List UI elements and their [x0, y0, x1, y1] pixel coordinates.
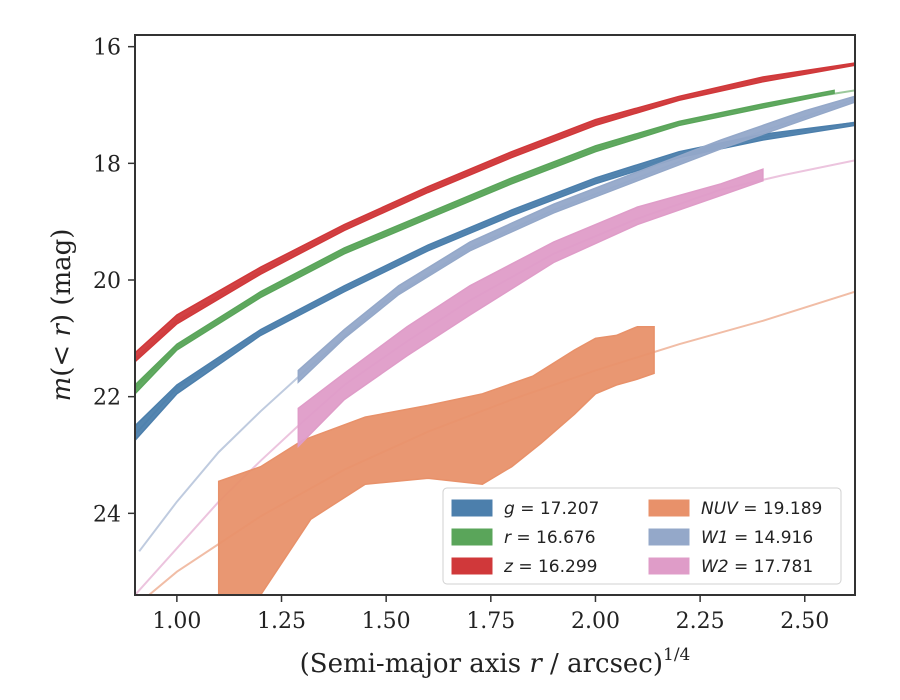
legend-swatch-nuv	[648, 499, 690, 517]
plot-frame	[134, 34, 856, 596]
x-axis-ticks: 1.00 1.25 1.50 1.75 2.00 2.25 2.50	[152, 595, 829, 634]
y-tick-label: 20	[93, 269, 121, 294]
series-nuv-band	[217, 325, 655, 595]
y-axis-ticks: 16 18 20 22 24	[93, 36, 135, 527]
legend-label-z: z = 16.299	[503, 557, 597, 577]
legend-swatch-g	[451, 499, 493, 517]
legend-label-w2: W2 = 17.781	[701, 557, 813, 577]
x-tick-label: 1.50	[362, 609, 411, 634]
x-tick-label: 2.50	[780, 609, 829, 634]
legend-swatch-w1	[648, 528, 690, 546]
legend-label-r: r = 16.676	[504, 528, 596, 548]
x-tick-label: 2.00	[571, 609, 620, 634]
series-r-band	[135, 89, 835, 395]
y-tick-label: 16	[93, 36, 121, 61]
y-tick-label: 18	[93, 152, 121, 177]
legend-swatch-z	[451, 557, 493, 575]
series-z-band	[135, 62, 855, 363]
x-axis-label: (Semi-major axis r / arcsec)1/4	[300, 645, 691, 679]
legend-label-nuv: NUV = 19.189	[701, 499, 822, 519]
series-w2-band	[297, 168, 764, 449]
series-g-band	[135, 121, 855, 442]
legend-box	[442, 487, 842, 585]
legend-swatch-w2	[648, 557, 690, 575]
y-tick-label: 24	[93, 502, 121, 527]
y-axis-label: m(< r) (mag)	[47, 229, 77, 402]
x-tick-label: 1.75	[466, 609, 515, 634]
x-tick-label: 1.25	[257, 609, 306, 634]
legend: g = 17.207 r = 16.676 z = 16.299 NUV = 19.1…	[442, 487, 842, 585]
legend-swatch-r	[451, 528, 493, 546]
uncertainty-bands	[135, 62, 855, 595]
x-tick-label: 2.25	[676, 609, 725, 634]
x-tick-label: 1.00	[152, 609, 201, 634]
legend-label-w1: W1 = 14.916	[701, 528, 813, 548]
legend-label-g: g = 17.207	[504, 499, 599, 519]
y-tick-label: 22	[93, 386, 121, 411]
series-w1-band	[297, 95, 855, 384]
